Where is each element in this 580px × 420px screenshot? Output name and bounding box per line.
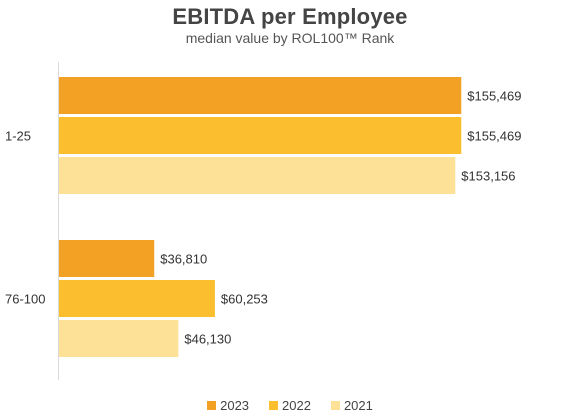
- bar-2023-1-25: [59, 77, 462, 114]
- legend-label-2023: 2023: [220, 398, 250, 413]
- legend-item-2023: 2023: [207, 398, 249, 413]
- chart-title: EBITDA per Employee: [172, 4, 408, 29]
- bar-2021-76-100: [59, 320, 179, 357]
- legend-label-2021: 2021: [343, 398, 373, 413]
- legend-label-2022: 2022: [282, 398, 311, 413]
- legend-swatch-2023: [207, 401, 217, 410]
- data-label-2021-1-25: $153,156: [461, 169, 515, 184]
- data-label-2021-76-100: $46,130: [184, 332, 231, 347]
- legend-swatch-2022: [269, 401, 279, 410]
- data-label-2023-76-100: $36,810: [160, 252, 207, 267]
- bar-2023-76-100: [59, 240, 155, 277]
- legend-item-2022: 2022: [269, 398, 311, 413]
- chart-legend: 2023 2022 2021: [0, 398, 580, 413]
- data-label-2022-76-100: $60,253: [221, 292, 268, 307]
- category-label: 76-100: [5, 292, 45, 307]
- legend-item-2021: 2021: [330, 398, 373, 413]
- bar-2022-76-100: [59, 280, 215, 317]
- data-label-2022-1-25: $155,469: [467, 129, 521, 144]
- category-label: 1-25: [5, 129, 31, 144]
- legend-swatch-2021: [330, 401, 340, 410]
- bar-2022-1-25: [59, 117, 462, 154]
- bar-2021-1-25: [59, 157, 456, 194]
- chart-subtitle: median value by ROL100™ Rank: [185, 30, 395, 46]
- data-label-2023-1-25: $155,469: [467, 89, 521, 104]
